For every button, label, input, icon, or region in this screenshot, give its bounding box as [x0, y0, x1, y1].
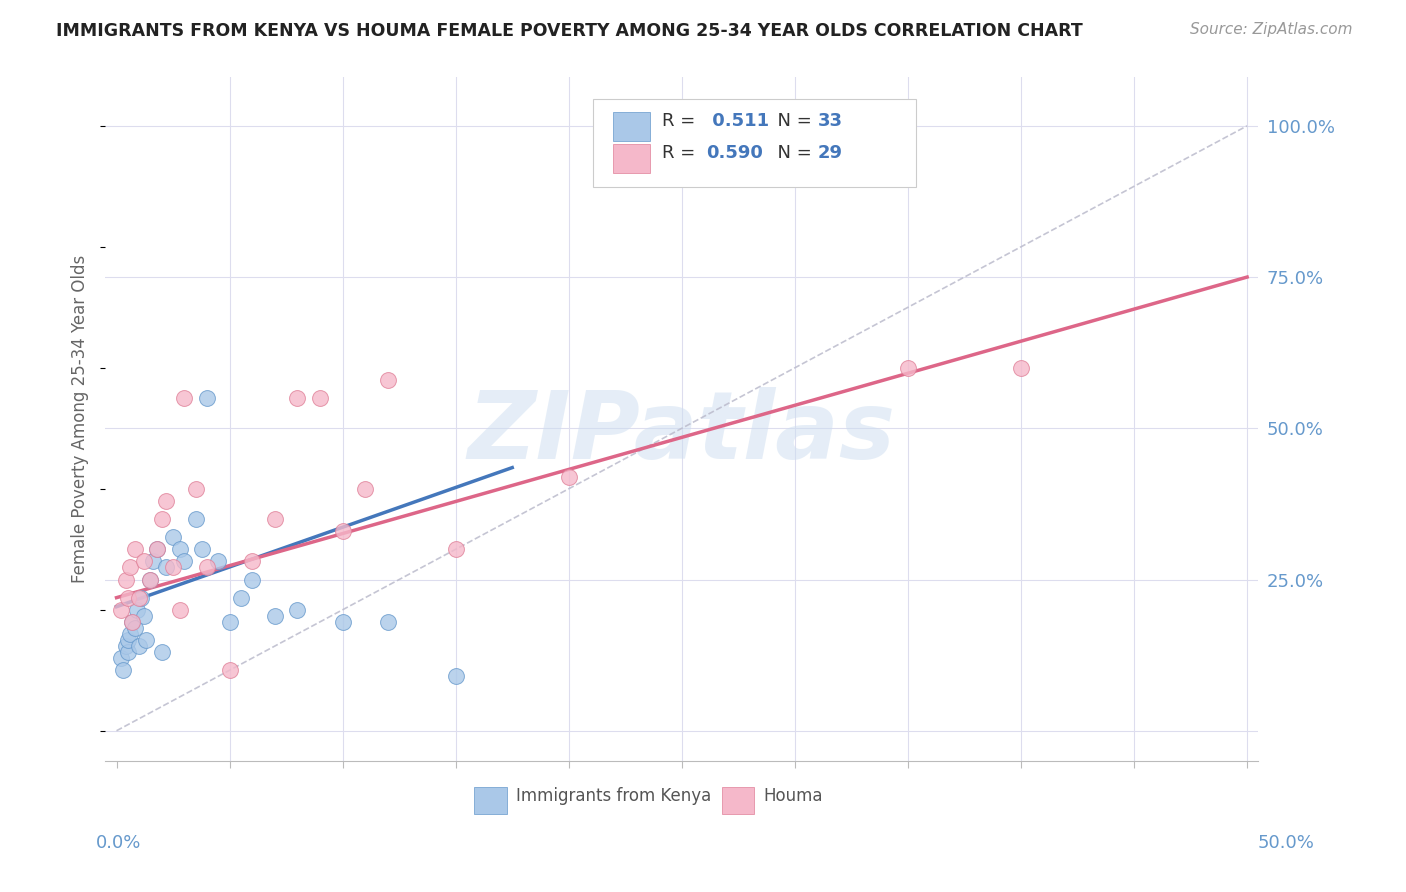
Point: [146, 542, 169, 557]
FancyBboxPatch shape: [613, 112, 650, 141]
Point: [150, 512, 173, 526]
Text: 0.590: 0.590: [706, 144, 763, 161]
Point: [135, 632, 157, 647]
Point: [263, 608, 285, 623]
Text: 50.0%: 50.0%: [1258, 834, 1315, 852]
Point: [128, 639, 150, 653]
Text: Source: ZipAtlas.com: Source: ZipAtlas.com: [1189, 22, 1353, 37]
Text: 0.511: 0.511: [706, 112, 769, 129]
Point: [120, 560, 142, 574]
Point: [155, 560, 177, 574]
Y-axis label: Female Poverty Among 25-34 Year Olds: Female Poverty Among 25-34 Year Olds: [72, 255, 89, 583]
Point: [229, 591, 252, 605]
Point: [125, 603, 148, 617]
Point: [121, 615, 143, 629]
Point: [558, 469, 581, 483]
Point: [150, 645, 173, 659]
Text: 29: 29: [818, 144, 844, 161]
Point: [117, 632, 139, 647]
Text: R =: R =: [662, 112, 702, 129]
Point: [169, 603, 191, 617]
Point: [240, 573, 263, 587]
Text: R =: R =: [662, 144, 702, 161]
Point: [128, 591, 150, 605]
Point: [354, 482, 377, 496]
Point: [162, 560, 184, 574]
Point: [142, 554, 165, 568]
Point: [132, 554, 155, 568]
Point: [444, 669, 467, 683]
Point: [218, 615, 240, 629]
Point: [124, 621, 146, 635]
Text: N =: N =: [766, 112, 817, 129]
Point: [124, 542, 146, 557]
Point: [155, 494, 177, 508]
Text: Houma: Houma: [763, 787, 823, 805]
FancyBboxPatch shape: [474, 787, 506, 814]
Point: [146, 542, 169, 557]
Point: [218, 663, 240, 677]
Point: [169, 542, 191, 557]
Text: ZIPatlas: ZIPatlas: [468, 387, 896, 479]
Point: [121, 615, 143, 629]
Text: 0.0%: 0.0%: [96, 834, 141, 852]
Point: [377, 373, 399, 387]
Point: [184, 482, 207, 496]
Point: [309, 391, 332, 405]
Text: 33: 33: [818, 112, 844, 129]
Point: [195, 560, 218, 574]
Point: [131, 591, 153, 605]
Point: [162, 530, 184, 544]
Point: [1010, 360, 1032, 375]
Point: [173, 554, 195, 568]
FancyBboxPatch shape: [723, 787, 755, 814]
Point: [139, 573, 162, 587]
Point: [139, 573, 162, 587]
Point: [114, 639, 136, 653]
Point: [184, 512, 207, 526]
Text: N =: N =: [766, 144, 817, 161]
Point: [110, 603, 132, 617]
FancyBboxPatch shape: [593, 99, 915, 186]
Point: [287, 603, 309, 617]
Point: [444, 542, 467, 557]
Point: [332, 524, 354, 538]
Point: [114, 573, 136, 587]
Point: [112, 663, 135, 677]
Point: [195, 391, 218, 405]
Point: [263, 512, 285, 526]
Point: [191, 542, 214, 557]
Point: [207, 554, 229, 568]
Point: [132, 608, 155, 623]
Text: IMMIGRANTS FROM KENYA VS HOUMA FEMALE POVERTY AMONG 25-34 YEAR OLDS CORRELATION : IMMIGRANTS FROM KENYA VS HOUMA FEMALE PO…: [56, 22, 1083, 40]
Point: [117, 591, 139, 605]
Point: [332, 615, 354, 629]
Point: [173, 391, 195, 405]
Point: [120, 627, 142, 641]
Point: [897, 360, 920, 375]
Point: [287, 391, 309, 405]
Text: Immigrants from Kenya: Immigrants from Kenya: [516, 787, 711, 805]
Point: [377, 615, 399, 629]
Point: [117, 645, 139, 659]
Point: [110, 651, 132, 665]
FancyBboxPatch shape: [613, 145, 650, 173]
Point: [240, 554, 263, 568]
